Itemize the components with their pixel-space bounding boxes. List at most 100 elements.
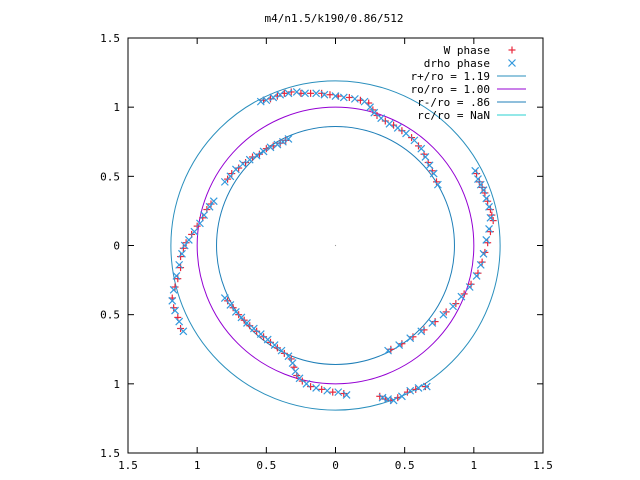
- data-point: [486, 213, 495, 222]
- data-point: [393, 123, 402, 132]
- legend-marker: [508, 59, 516, 67]
- data-point: [432, 178, 440, 186]
- data-point: [370, 108, 379, 117]
- data-point: [482, 236, 491, 244]
- data-point: [266, 143, 275, 152]
- data-point: [291, 367, 300, 376]
- data-point: [276, 139, 284, 147]
- data-point: [178, 249, 186, 258]
- data-point: [398, 340, 406, 348]
- data-point: [171, 306, 179, 315]
- data-point: [249, 324, 258, 333]
- data-point: [421, 383, 429, 391]
- data-point: [474, 175, 482, 184]
- data-point: [226, 301, 235, 309]
- data-point: [242, 159, 250, 166]
- data-point: [263, 335, 272, 344]
- data-point: [292, 88, 301, 96]
- data-point: [209, 197, 218, 206]
- data-point: [180, 241, 189, 250]
- x-tick-label: 1.5: [118, 459, 138, 472]
- data-point: [428, 319, 437, 327]
- data-point: [179, 244, 187, 252]
- x-tick-label: 1: [471, 459, 478, 472]
- data-point: [457, 292, 466, 301]
- data-point: [331, 92, 340, 101]
- data-point: [395, 341, 404, 350]
- data-point: [320, 90, 329, 99]
- data-point: [205, 202, 214, 211]
- data-point: [384, 346, 392, 355]
- data-point: [473, 170, 481, 178]
- data-point: [288, 359, 297, 368]
- data-point: [340, 390, 348, 398]
- data-point: [177, 264, 185, 272]
- data-point: [245, 155, 254, 164]
- legend-label: r+/ro = 1.19: [411, 70, 490, 83]
- data-point: [170, 304, 178, 312]
- data-point: [474, 269, 482, 277]
- data-point: [417, 327, 426, 336]
- data-point: [429, 169, 438, 178]
- series-drho-phase: [168, 88, 495, 405]
- center-point: [334, 244, 337, 247]
- data-point: [449, 302, 458, 311]
- data-point: [476, 260, 485, 269]
- data-point: [350, 94, 359, 103]
- data-point: [307, 89, 315, 97]
- data-point: [262, 96, 271, 105]
- data-point: [389, 396, 398, 405]
- data-point: [381, 117, 389, 125]
- data-point: [269, 93, 278, 102]
- data-point: [485, 224, 493, 233]
- data-point: [482, 194, 491, 203]
- y-tick-label: 1.5: [100, 32, 120, 45]
- data-point: [318, 89, 326, 97]
- data-point: [287, 88, 295, 96]
- data-point: [387, 345, 395, 353]
- data-point: [326, 91, 334, 99]
- legend-label: W phase: [444, 44, 490, 57]
- y-tick-label: 0.5: [100, 309, 120, 322]
- data-point: [476, 180, 485, 189]
- data-point: [284, 89, 293, 98]
- data-point: [312, 384, 321, 392]
- data-point: [301, 89, 309, 98]
- data-point: [307, 383, 315, 391]
- x-tick-label: 0.5: [256, 459, 276, 472]
- data-point: [403, 388, 411, 396]
- circle-r-: [216, 126, 455, 365]
- data-point: [385, 119, 394, 128]
- data-point: [417, 144, 426, 153]
- data-point: [406, 386, 415, 395]
- circle-ro: [196, 106, 475, 385]
- data-point: [484, 197, 492, 205]
- data-point: [398, 127, 406, 135]
- data-point: [177, 253, 185, 261]
- data-point: [414, 384, 423, 392]
- y-axis: 1.5 1 0.5 0 0.5 1 1.5: [100, 32, 543, 460]
- data-point: [486, 228, 494, 236]
- data-point: [196, 219, 204, 228]
- data-point: [174, 275, 182, 283]
- data-point: [345, 93, 353, 101]
- data-point: [406, 334, 415, 343]
- data-point: [479, 249, 488, 258]
- legend-label: rc/ro = NaN: [417, 109, 490, 122]
- data-point: [481, 189, 489, 197]
- data-point: [478, 183, 486, 191]
- data-point: [486, 206, 494, 214]
- circle-r+: [170, 80, 501, 411]
- data-point: [409, 333, 417, 341]
- x-tick-label: 1: [194, 459, 201, 472]
- data-point: [431, 318, 439, 326]
- data-point: [171, 283, 179, 291]
- data-point: [439, 310, 448, 319]
- data-point: [302, 379, 311, 388]
- data-point: [465, 283, 474, 291]
- plot-area: [127, 37, 544, 454]
- data-point: [277, 346, 286, 355]
- data-point: [175, 317, 184, 326]
